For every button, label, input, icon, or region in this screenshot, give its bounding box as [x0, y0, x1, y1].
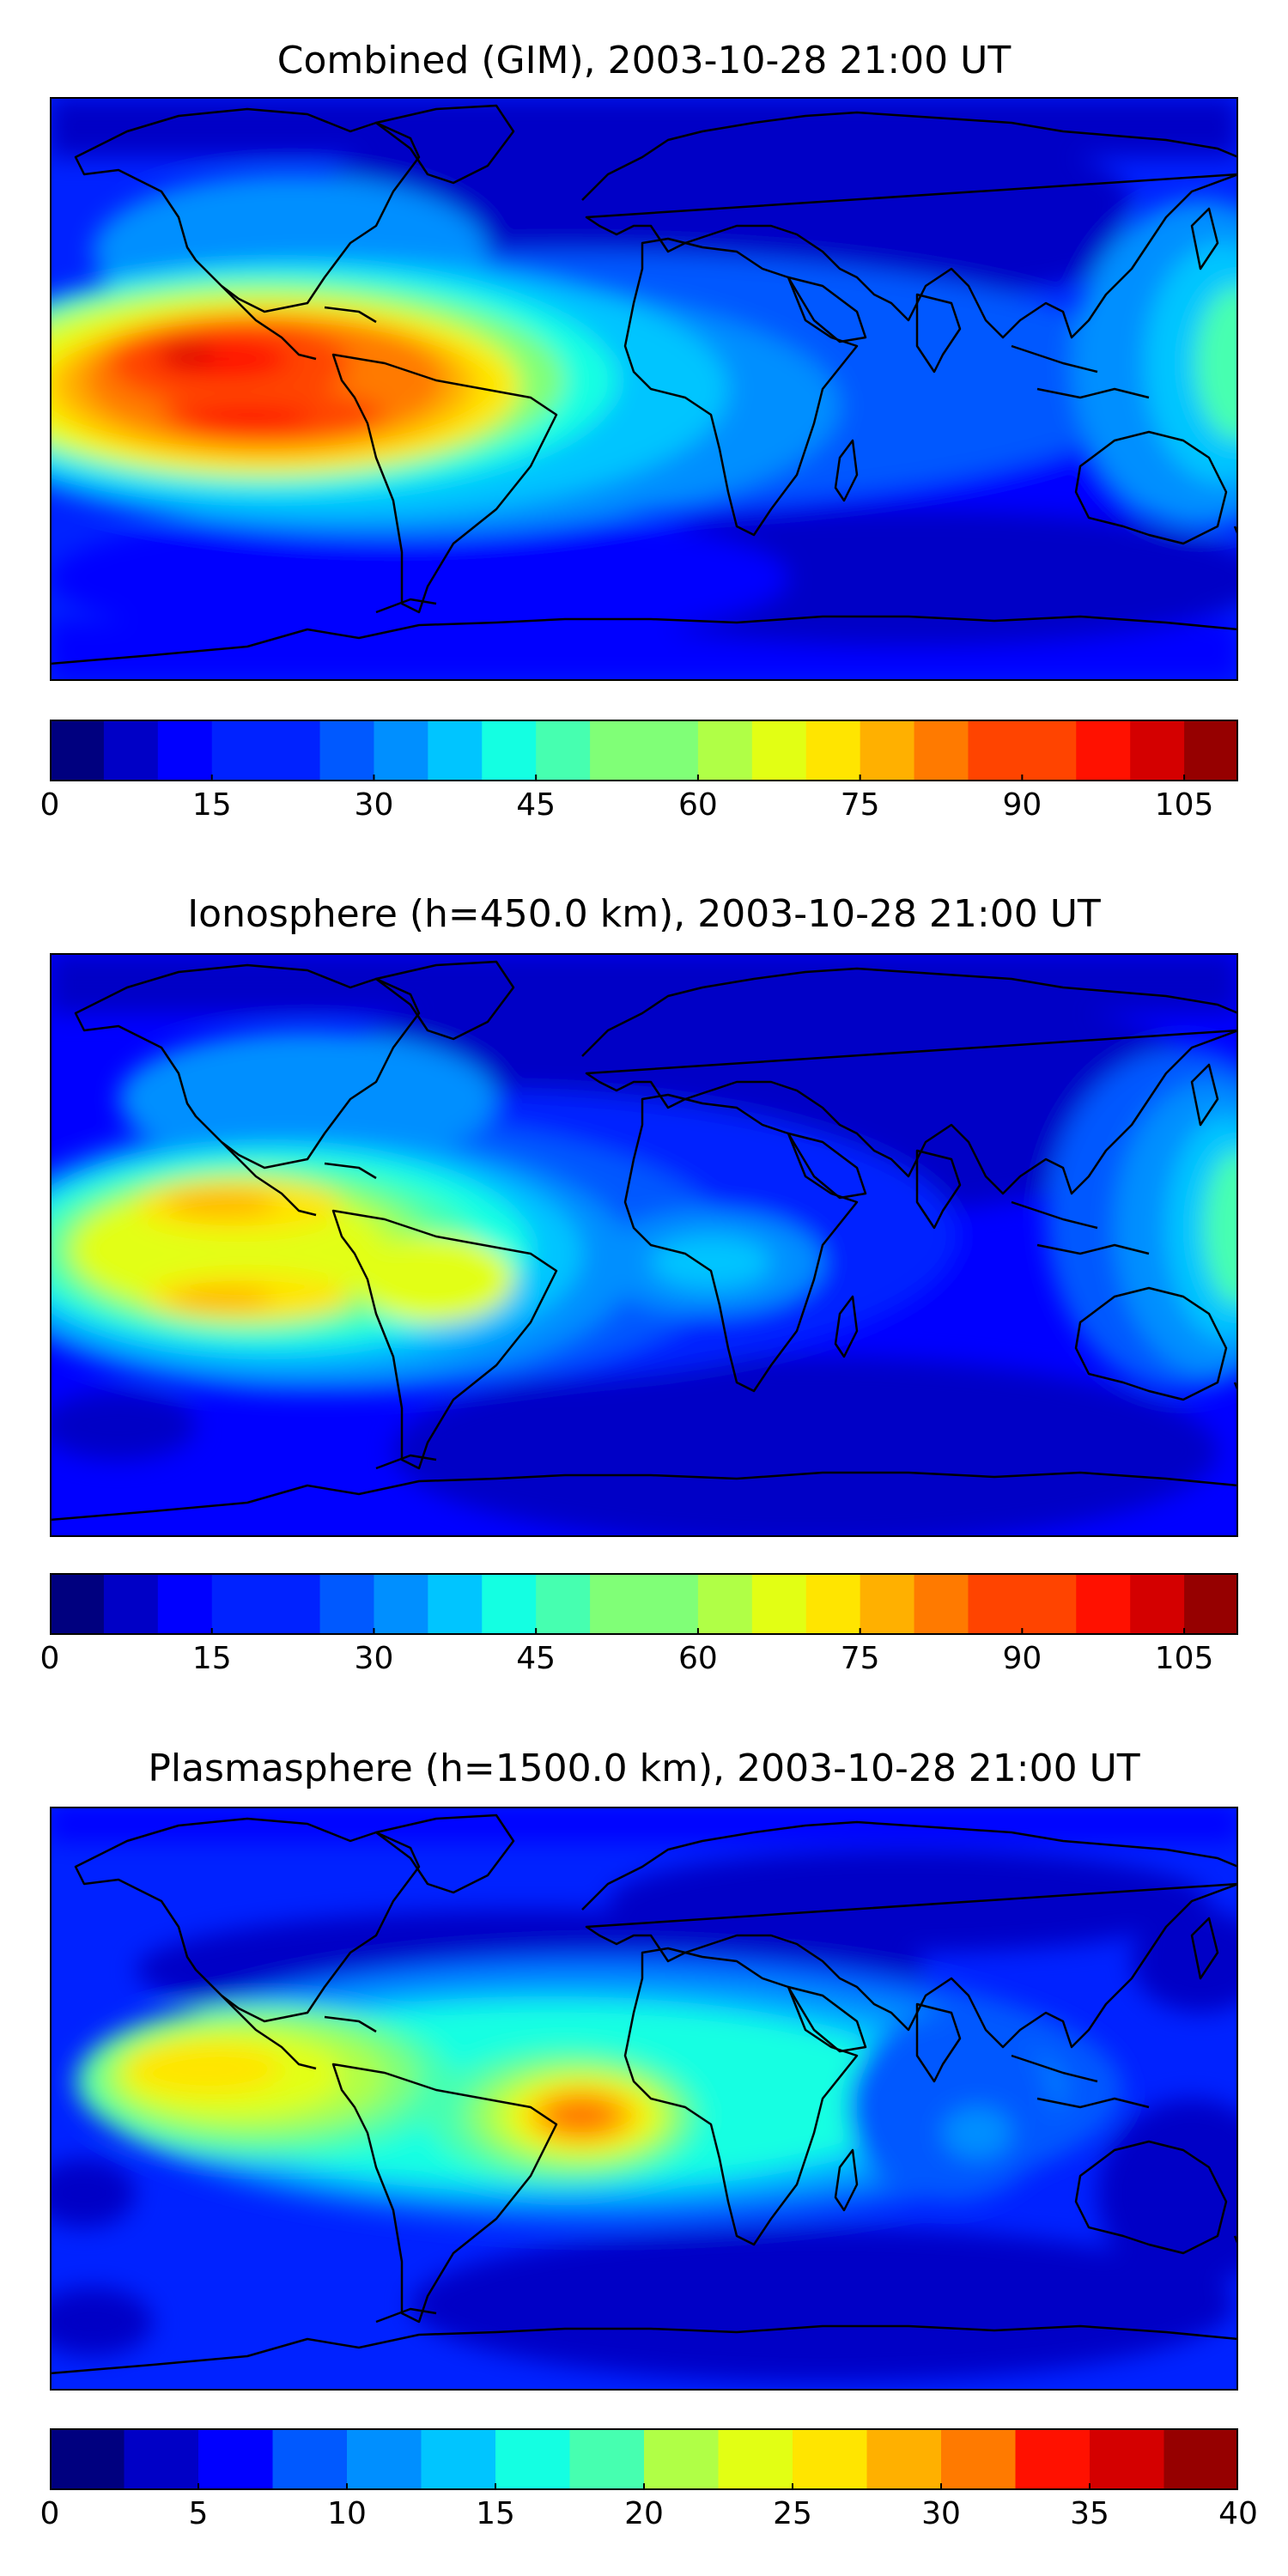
- colorbar-cell: [697, 720, 753, 781]
- colorbar-tick-label: 75: [840, 1641, 880, 1676]
- colorbar-cell: [50, 2428, 125, 2490]
- colorbar-cell: [1022, 720, 1077, 781]
- colorbar-cell: [590, 1573, 645, 1635]
- colorbar-tick-label: 75: [840, 787, 880, 823]
- panel-title-combined: Combined (GIM), 2003-10-28 21:00 UT: [276, 39, 1012, 82]
- colorbar-ticks-ionosphere: 0 15 30 45 60 75 90 105: [40, 1635, 1238, 1686]
- colorbar-cell: [50, 720, 105, 781]
- colorbar-cell: [1090, 2428, 1165, 2490]
- colorbar-cell: [718, 2428, 793, 2490]
- colorbar-cell: [793, 2428, 868, 2490]
- colorbar-cell: [860, 720, 915, 781]
- colorbar-cell: [1022, 1573, 1077, 1635]
- colorbar-combined: [50, 720, 1238, 781]
- colorbar-cell: [590, 720, 645, 781]
- colorbar-cell: [1076, 1573, 1131, 1635]
- colorbar-cell: [319, 1573, 375, 1635]
- colorbar-cell: [495, 2428, 571, 2490]
- colorbar-cell: [866, 2428, 942, 2490]
- colorbar-cell: [265, 1573, 321, 1635]
- colorbar-cell: [428, 720, 483, 781]
- colorbar-cell: [198, 2428, 274, 2490]
- map-ionosphere: [50, 953, 1238, 1537]
- colorbar-plasmasphere: [50, 2428, 1238, 2490]
- colorbar-cell: [644, 720, 699, 781]
- colorbar-cell: [1015, 2428, 1091, 2490]
- colorbar-tick-label: 40: [1218, 2496, 1258, 2531]
- colorbar-tick-label: 25: [773, 2496, 812, 2531]
- colorbar-cell: [1130, 720, 1185, 781]
- colorbar-tick-label: 90: [1002, 1641, 1042, 1676]
- colorbar-cell: [968, 720, 1023, 781]
- colorbar-cell: [536, 720, 591, 781]
- colorbar-ticks-combined: 0 15 30 45 60 75 90 105: [40, 781, 1238, 833]
- colorbar-tick-label: 90: [1002, 787, 1042, 823]
- colorbar-tick-label: 10: [327, 2496, 367, 2531]
- panel-title-plasmasphere: Plasmasphere (h=1500.0 km), 2003-10-28 2…: [148, 1747, 1140, 1790]
- colorbar-ticks-plasmasphere: 0 5 10 15 20 25 30 35 40: [40, 2490, 1258, 2542]
- colorbar-cell: [1130, 1573, 1185, 1635]
- colorbar-cell: [50, 1573, 105, 1635]
- colorbar-tick-label: 15: [476, 2496, 515, 2531]
- colorbar-tick-label: 15: [191, 1641, 232, 1676]
- colorbar-cell: [1163, 2428, 1238, 2490]
- colorbar-tick-label: 45: [516, 1641, 556, 1676]
- colorbar-cell: [697, 1573, 753, 1635]
- colorbar-cell: [374, 720, 428, 781]
- colorbar-cell: [536, 1573, 591, 1635]
- colorbar-cell: [124, 2428, 199, 2490]
- colorbar-cell: [1076, 720, 1131, 781]
- colorbar-cell: [644, 1573, 699, 1635]
- colorbar-cell: [482, 1573, 537, 1635]
- colorbar-cell: [914, 1573, 969, 1635]
- colorbar-cell: [374, 1573, 428, 1635]
- colorbar-tick-label: 0: [39, 1641, 60, 1676]
- colorbar-tick-label: 105: [1154, 1641, 1214, 1676]
- map-combined: [50, 97, 1238, 681]
- colorbar-cell: [272, 2428, 348, 2490]
- colorbar-cell: [347, 2428, 422, 2490]
- map-plasmasphere: [50, 1807, 1238, 2391]
- colorbar-cell: [103, 720, 159, 781]
- colorbar-cell: [211, 1573, 267, 1635]
- colorbar-tick-label: 0: [39, 787, 60, 823]
- colorbar-cell: [211, 720, 267, 781]
- colorbar-cell: [805, 1573, 861, 1635]
- colorbar-cell: [157, 1573, 213, 1635]
- colorbar-tick-label: 35: [1070, 2496, 1109, 2531]
- colorbar-tick-label: 15: [191, 787, 232, 823]
- colorbar-cell: [157, 720, 213, 781]
- colorbar-tick-label: 30: [354, 787, 394, 823]
- colorbar-cell: [1184, 720, 1238, 781]
- colorbar-cell: [941, 2428, 1017, 2490]
- colorbar-cell: [319, 720, 375, 781]
- colorbar-cell: [1184, 1573, 1238, 1635]
- colorbar-cell: [751, 1573, 807, 1635]
- colorbar-cell: [428, 1573, 483, 1635]
- colorbar-cell: [805, 720, 861, 781]
- colorbar-tick-label: 5: [188, 2496, 209, 2531]
- colorbar-tick-label: 30: [354, 1641, 394, 1676]
- colorbar-cell: [482, 720, 537, 781]
- colorbar-tick-label: 60: [678, 787, 718, 823]
- colorbar-ionosphere: [50, 1573, 1238, 1635]
- colorbar-cell: [421, 2428, 496, 2490]
- colorbar-tick-label: 60: [678, 1641, 718, 1676]
- colorbar-cell: [751, 720, 807, 781]
- colorbar-cell: [265, 720, 321, 781]
- colorbar-tick-label: 45: [516, 787, 556, 823]
- colorbar-cell: [968, 1573, 1023, 1635]
- colorbar-tick-label: 30: [921, 2496, 961, 2531]
- colorbar-cell: [644, 2428, 720, 2490]
- colorbar-cell: [914, 720, 969, 781]
- colorbar-tick-label: 20: [624, 2496, 664, 2531]
- panel-title-ionosphere: Ionosphere (h=450.0 km), 2003-10-28 21:0…: [187, 892, 1101, 936]
- colorbar-tick-label: 105: [1154, 787, 1214, 823]
- colorbar-cell: [103, 1573, 159, 1635]
- colorbar-cell: [569, 2428, 645, 2490]
- colorbar-cell: [860, 1573, 915, 1635]
- colorbar-tick-label: 0: [39, 2496, 60, 2531]
